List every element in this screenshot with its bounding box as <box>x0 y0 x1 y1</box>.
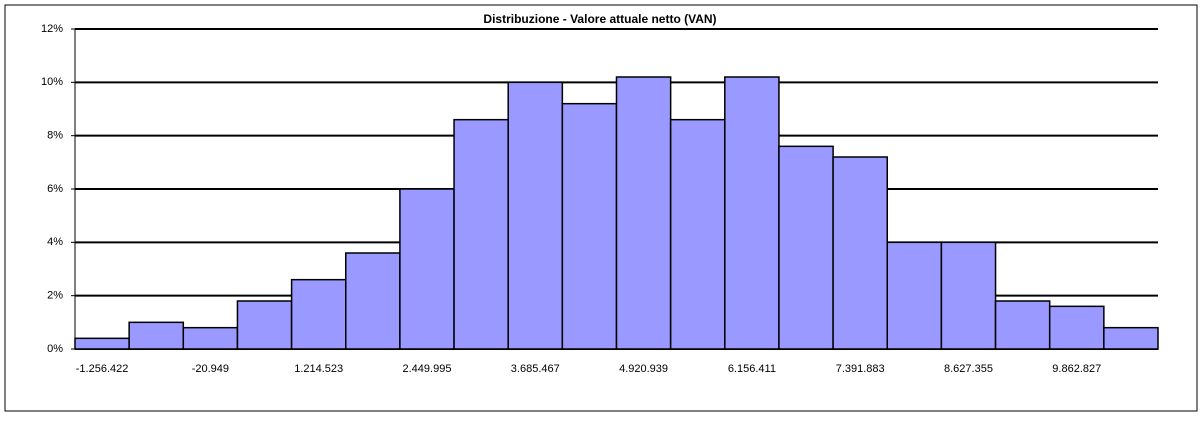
bar <box>345 252 401 350</box>
bar <box>886 241 943 350</box>
x-tick-label: 8.627.355 <box>944 363 993 375</box>
chart-title: Distribuzione - Valore attuale netto (VA… <box>483 12 716 26</box>
bar <box>507 81 564 350</box>
y-tick-label: 12% <box>41 23 63 35</box>
bar <box>669 118 726 350</box>
bar <box>778 145 834 350</box>
bar <box>399 188 455 350</box>
bar <box>128 321 185 350</box>
bar <box>453 118 509 350</box>
x-tick-label: -1.256.422 <box>76 363 129 375</box>
x-tick-label: -20.949 <box>192 363 229 375</box>
x-tick-label: 1.214.523 <box>294 363 343 375</box>
x-tick-label: 9.862.827 <box>1052 363 1101 375</box>
x-tick-label: 4.920.939 <box>619 363 668 375</box>
bar <box>290 278 347 350</box>
bar <box>615 76 672 350</box>
bar <box>561 102 618 350</box>
bar <box>724 76 780 350</box>
x-tick-label: 7.391.883 <box>836 363 885 375</box>
y-tick-label: 8% <box>47 130 63 142</box>
bar <box>1103 326 1159 350</box>
bar <box>236 300 293 350</box>
bar <box>74 337 130 350</box>
y-tick-label: 6% <box>47 183 63 195</box>
y-tick-label: 0% <box>47 343 63 355</box>
bar <box>832 156 888 350</box>
x-tick-label: 2.449.995 <box>403 363 452 375</box>
bar <box>182 326 239 350</box>
y-tick-label: 2% <box>47 290 63 302</box>
bar <box>1048 305 1105 350</box>
x-tick-label: 3.685.467 <box>511 363 560 375</box>
y-tick-label: 10% <box>41 76 63 88</box>
bar <box>940 241 997 350</box>
x-tick-label: 6.156.411 <box>728 363 776 375</box>
bar <box>994 300 1051 350</box>
y-tick-label: 4% <box>47 236 63 248</box>
